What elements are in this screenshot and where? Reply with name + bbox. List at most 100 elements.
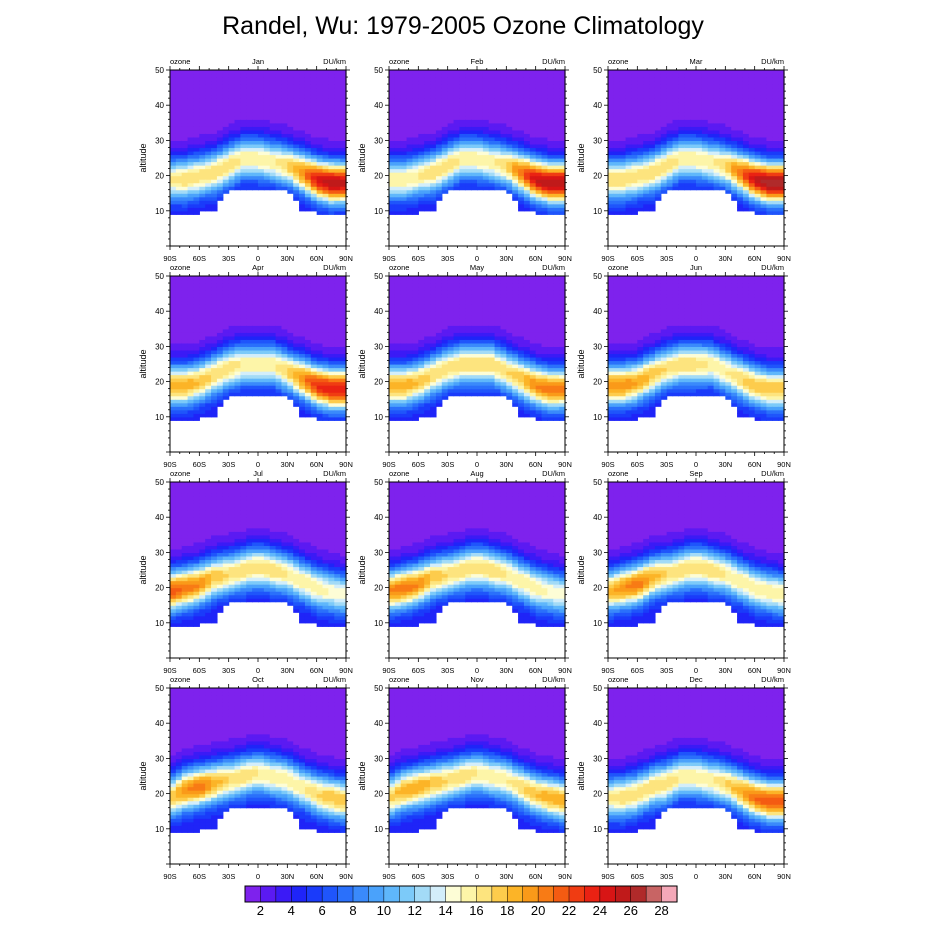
heatmap-cell [778, 80, 785, 85]
heatmap-cell [389, 122, 396, 127]
heatmap-cell [424, 91, 431, 96]
heatmap-cell [322, 136, 329, 141]
heatmap-cell [328, 126, 335, 131]
heatmap-cell [322, 311, 329, 316]
heatmap-cell [760, 196, 767, 201]
heatmap-cell [258, 161, 265, 166]
heatmap-cell [418, 140, 425, 145]
heatmap-cell [482, 73, 490, 78]
heatmap-cell [187, 122, 195, 127]
heatmap-cell [731, 147, 738, 152]
heatmap-cell [334, 122, 341, 127]
heatmap-cell [453, 158, 460, 163]
y-tick-label: 50 [593, 66, 602, 75]
heatmap-cell [234, 126, 241, 131]
heatmap-cell [340, 388, 347, 393]
heatmap-cell [631, 179, 638, 184]
heatmap-cell [453, 136, 460, 141]
heatmap-cell [559, 200, 566, 205]
heatmap-cell [654, 84, 662, 89]
heatmap-cell [263, 311, 271, 316]
heatmap-cell [316, 200, 324, 205]
heatmap-cell [389, 203, 396, 208]
heatmap-cell [334, 406, 341, 411]
heatmap-cell [547, 126, 554, 131]
heatmap-cell [742, 84, 750, 89]
heatmap-cell [435, 84, 443, 89]
heatmap-cell [649, 87, 656, 92]
heatmap-cell [394, 73, 402, 78]
heatmap-cell [672, 165, 679, 170]
heatmap-cell [459, 80, 466, 85]
heatmap-cell [328, 196, 335, 201]
heatmap-cell [559, 189, 566, 194]
heatmap-cell [252, 360, 259, 365]
heatmap-cell [447, 161, 455, 166]
heatmap-cell [459, 84, 466, 89]
heatmap-cell [310, 318, 318, 323]
heatmap-cell [547, 87, 554, 92]
heatmap-cell [424, 168, 431, 173]
heatmap-cell [199, 154, 206, 159]
heatmap-cell [199, 168, 206, 173]
heatmap-cell [737, 98, 744, 103]
heatmap-cell [340, 328, 347, 333]
heatmap-cell [731, 165, 738, 170]
heatmap-cell [430, 98, 437, 103]
heatmap-cell [389, 371, 396, 376]
heatmap-cell [240, 307, 247, 312]
heatmap-cell [701, 133, 709, 138]
heatmap-cell [269, 126, 277, 131]
heatmap-cell [760, 87, 767, 92]
heatmap-cell [731, 87, 738, 92]
heatmap-cell [518, 136, 525, 141]
heatmap-cell [240, 94, 247, 99]
heatmap-cell [199, 203, 206, 208]
heatmap-cell [328, 122, 335, 127]
x-tick-label: 60S [631, 254, 644, 263]
heatmap-cell [424, 126, 431, 131]
heatmap-cell [310, 193, 318, 198]
heatmap-cell [258, 143, 265, 149]
heatmap-cell [299, 112, 306, 117]
heatmap-cell [684, 108, 691, 113]
heatmap-cell [742, 108, 750, 113]
heatmap-cell [234, 115, 241, 120]
heatmap-cell [418, 77, 425, 82]
heatmap-cell [240, 87, 247, 92]
heatmap-cell [465, 80, 472, 85]
heatmap-cell [228, 143, 236, 149]
heatmap-cell [719, 126, 726, 131]
heatmap-cell [240, 165, 247, 170]
heatmap-cell [240, 304, 247, 309]
heatmap-cell [316, 325, 324, 330]
heatmap-cell [222, 364, 230, 369]
heatmap-cell [535, 98, 543, 103]
heatmap-cell [269, 158, 277, 163]
heatmap-cell [559, 154, 566, 159]
heatmap-cell [199, 193, 206, 198]
heatmap-cell [754, 101, 762, 106]
heatmap-cell [518, 196, 525, 201]
heatmap-cell [228, 101, 236, 106]
heatmap-cell [187, 101, 195, 106]
heatmap-cell [619, 94, 627, 99]
heatmap-cell [654, 182, 662, 187]
heatmap-cell [252, 101, 259, 106]
heatmap-cell [608, 165, 615, 170]
heatmap-cell [340, 395, 347, 400]
heatmap-cell [389, 70, 396, 75]
heatmap-cell [240, 150, 247, 156]
heatmap-cell [748, 186, 756, 191]
heatmap-cell [731, 140, 738, 145]
heatmap-cell [465, 122, 472, 127]
heatmap-cell [608, 129, 615, 134]
heatmap-cell [211, 293, 218, 298]
heatmap-cell [529, 91, 537, 96]
heatmap-cell [690, 172, 697, 177]
heatmap-cell [547, 105, 554, 110]
heatmap-cell [678, 70, 685, 75]
heatmap-cell [625, 154, 633, 159]
heatmap-cell [304, 182, 312, 187]
heatmap-cell [477, 87, 484, 92]
